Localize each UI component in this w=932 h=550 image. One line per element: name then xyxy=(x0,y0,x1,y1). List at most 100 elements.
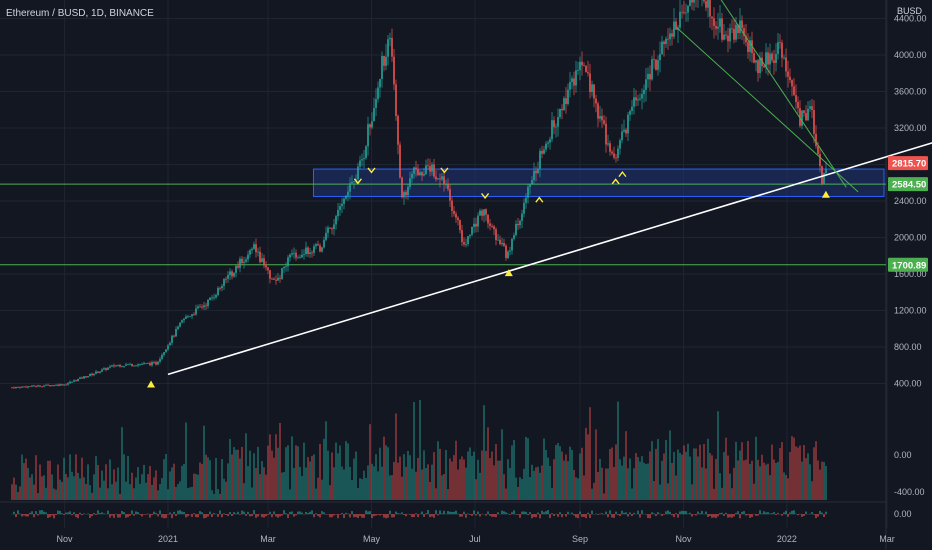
candle-body xyxy=(385,56,387,66)
volume-bar xyxy=(783,472,785,500)
macd-bar xyxy=(411,514,413,518)
volume-bar xyxy=(703,444,705,500)
volume-bar xyxy=(329,485,331,500)
candle-body xyxy=(395,84,397,116)
macd-bar xyxy=(135,511,137,515)
volume-bar xyxy=(353,458,355,500)
candle-body xyxy=(487,214,489,224)
volume-bar xyxy=(583,475,585,500)
candle-body xyxy=(413,167,415,174)
volume-bar xyxy=(693,448,695,500)
candle-body xyxy=(179,322,181,327)
candle-body xyxy=(213,297,215,299)
macd-bar xyxy=(83,513,85,515)
volume-bar xyxy=(209,460,211,500)
volume-bar xyxy=(813,447,815,500)
candle-body xyxy=(777,42,779,54)
candle-body xyxy=(55,384,57,386)
volume-bar xyxy=(519,477,521,500)
volume-bar xyxy=(575,477,577,500)
candle-body xyxy=(231,271,233,277)
macd-bar xyxy=(731,514,733,518)
macd-bar xyxy=(799,513,801,515)
macd-bar xyxy=(551,513,553,515)
time-tick-label: May xyxy=(363,534,381,544)
candle-body xyxy=(795,95,797,103)
volume-bar xyxy=(451,461,453,500)
candle-body xyxy=(111,365,113,367)
candle-body xyxy=(811,106,813,111)
macd-bar xyxy=(783,512,785,515)
macd-bar xyxy=(217,514,219,517)
candle-body xyxy=(41,386,43,388)
macd-bar xyxy=(801,514,803,517)
trendlines xyxy=(167,0,932,376)
candle-body xyxy=(305,247,307,255)
volume-bar xyxy=(365,478,367,500)
volume-bar xyxy=(743,460,745,500)
volume-bar xyxy=(29,477,31,500)
candle-body xyxy=(301,254,303,258)
macd-bar xyxy=(327,514,329,515)
volume-bar xyxy=(751,460,753,500)
macd-bar xyxy=(127,514,129,518)
macd-bar xyxy=(599,513,601,515)
volume-bar xyxy=(525,436,527,500)
candle-body xyxy=(309,252,311,254)
volume-bar xyxy=(223,478,225,500)
candle-body xyxy=(177,326,179,330)
candle-body xyxy=(223,278,225,286)
macd-bar xyxy=(349,514,351,518)
volume-bar xyxy=(267,445,269,500)
volume-bar xyxy=(695,448,697,500)
volume-bar xyxy=(455,440,457,500)
volume-bar xyxy=(471,455,473,500)
price-tag-label: 1700.89 xyxy=(892,260,926,271)
volume-bar xyxy=(515,477,517,500)
macd-bar xyxy=(111,514,113,516)
candle-body xyxy=(275,279,277,281)
candle-body xyxy=(171,335,173,343)
macd-bar xyxy=(541,510,543,515)
candle-body xyxy=(97,371,99,373)
volume-bar xyxy=(361,479,363,500)
macd-bar xyxy=(785,510,787,515)
volume-bar xyxy=(577,478,579,500)
macd-bar xyxy=(283,510,285,515)
volume-bar xyxy=(615,444,617,500)
candle-body xyxy=(581,61,583,66)
candle-body xyxy=(687,5,689,13)
macd-bar xyxy=(535,514,537,518)
macd-bar xyxy=(789,512,791,515)
volume-bar xyxy=(47,460,49,500)
volume-bar xyxy=(723,452,725,500)
volume-bar xyxy=(71,471,73,500)
macd-bar xyxy=(131,510,133,515)
candle-body xyxy=(713,18,715,26)
candle-body xyxy=(283,266,285,269)
macd-bar xyxy=(797,514,799,516)
volume-bar xyxy=(359,478,361,500)
candle-body xyxy=(87,376,89,378)
macd-bar xyxy=(15,514,17,518)
volume-bar xyxy=(463,459,465,500)
candle-body xyxy=(515,223,517,236)
volume-bar xyxy=(623,456,625,500)
macd-bar xyxy=(229,511,231,515)
candle-body xyxy=(105,368,107,370)
volume-bar xyxy=(457,469,459,500)
candle-body xyxy=(495,229,497,241)
macd-bar xyxy=(691,514,693,517)
candle-body xyxy=(655,59,657,70)
volume-bar xyxy=(191,486,193,500)
volume-bar xyxy=(375,454,377,500)
candle-body xyxy=(533,170,535,181)
macd-bar xyxy=(465,514,467,518)
volume-bar xyxy=(57,464,59,500)
volume-bar xyxy=(243,483,245,500)
candle-body xyxy=(575,70,577,86)
macd-bar xyxy=(505,512,507,515)
candle-body xyxy=(781,42,783,58)
candle-body xyxy=(67,383,69,385)
